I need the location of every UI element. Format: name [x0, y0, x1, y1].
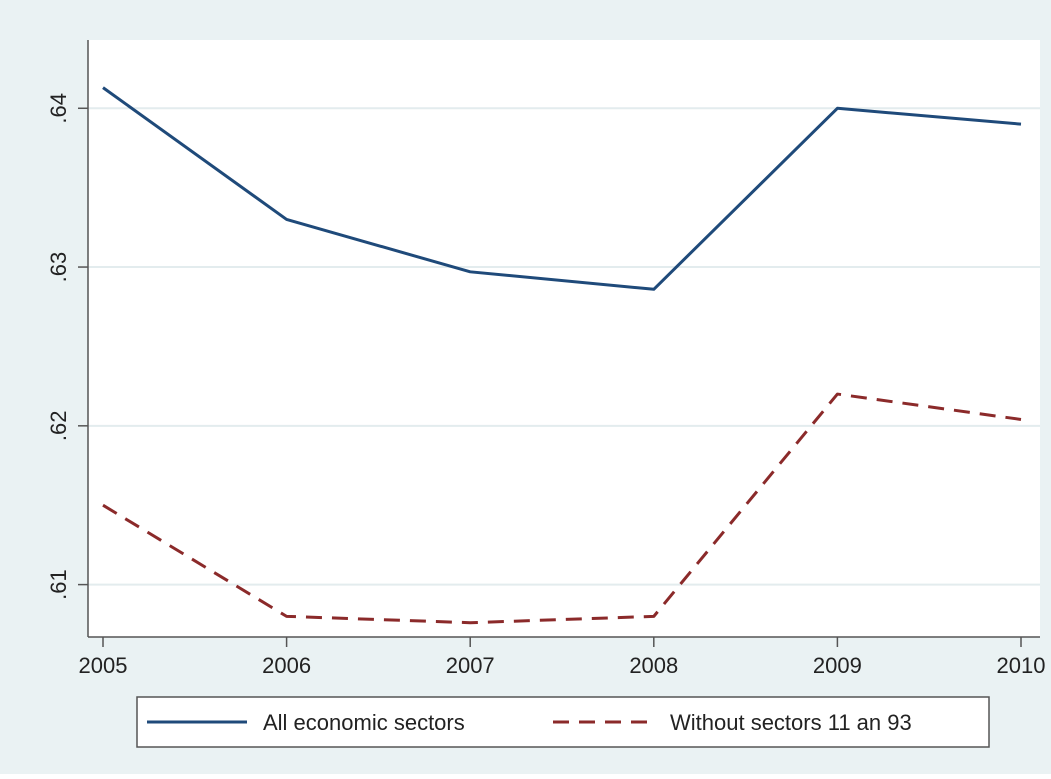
x-tick-label: 2009 — [813, 653, 862, 678]
gridlines — [88, 107, 1040, 586]
y-tick-label: .62 — [46, 411, 71, 442]
y-tick-label: .63 — [46, 252, 71, 283]
x-tick-label: 2005 — [79, 653, 128, 678]
x-tick-label: 2008 — [629, 653, 678, 678]
axes: .61 .62 .63 .64 2005 2006 2007 2008 2009 2010 — [46, 40, 1045, 678]
y-tick-label: .61 — [46, 569, 71, 600]
legend-label-1: All economic sectors — [263, 710, 465, 735]
y-tick-label: .64 — [46, 93, 71, 124]
series-lines — [102, 86, 1022, 625]
legend-label-2: Without sectors 11 an 93 — [670, 710, 912, 735]
series-line-1 — [102, 86, 1022, 291]
legend: All economic sectors Without sectors 11 a… — [136, 696, 990, 748]
plot-area — [88, 40, 1040, 637]
x-tick-label: 2006 — [262, 653, 311, 678]
x-tick-label: 2010 — [997, 653, 1046, 678]
x-tick-label: 2007 — [446, 653, 495, 678]
